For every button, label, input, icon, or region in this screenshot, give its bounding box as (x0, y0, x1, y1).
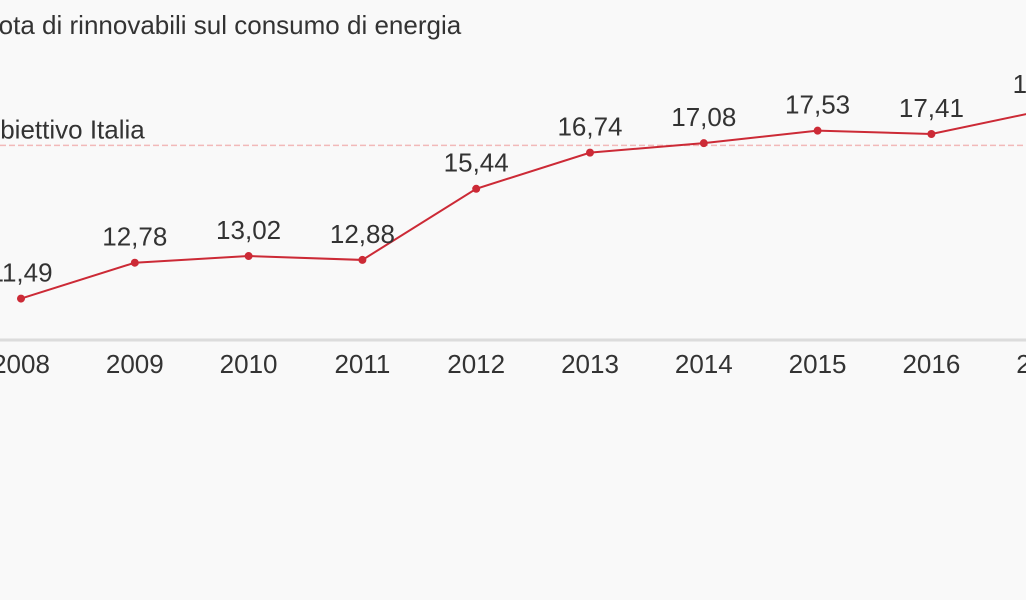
series-line (20, 113, 1026, 300)
data-label: 15,44 (444, 148, 509, 178)
data-point (813, 126, 822, 135)
x-tick-label: 2012 (447, 349, 505, 379)
data-point (586, 148, 594, 157)
data-point (927, 130, 936, 139)
data-point (17, 294, 25, 303)
data-label: 18,27 (1013, 69, 1026, 99)
data-label: 17,08 (671, 102, 736, 132)
x-tick-label: 2016 (902, 349, 960, 379)
x-tick-label: 2011 (334, 349, 390, 379)
data-label: 11,49 (0, 257, 53, 287)
x-tick-label: 2008 (0, 349, 50, 379)
x-tick-label: 2010 (220, 349, 278, 379)
data-label: 17,41 (899, 93, 964, 123)
chart-title: Quota di rinnovabili sul consumo di ener… (0, 10, 462, 40)
data-point (358, 255, 367, 264)
data-label: 13,02 (216, 215, 281, 245)
data-label: 12,78 (102, 222, 167, 252)
target-label: Obiettivo Italia (0, 114, 145, 144)
x-tick-label: 2009 (106, 349, 164, 379)
data-label: 12,88 (330, 219, 395, 249)
data-label: 16,74 (557, 112, 622, 142)
data-point (130, 258, 139, 267)
x-tick-label: 2017 (1016, 349, 1026, 379)
data-point (472, 184, 481, 193)
data-label: 17,53 (785, 90, 850, 120)
x-tick-label: 2015 (789, 349, 847, 379)
data-point (244, 252, 253, 261)
x-tick-label: 2013 (561, 349, 619, 379)
data-point (699, 139, 708, 148)
x-tick-label: 2014 (675, 349, 733, 379)
